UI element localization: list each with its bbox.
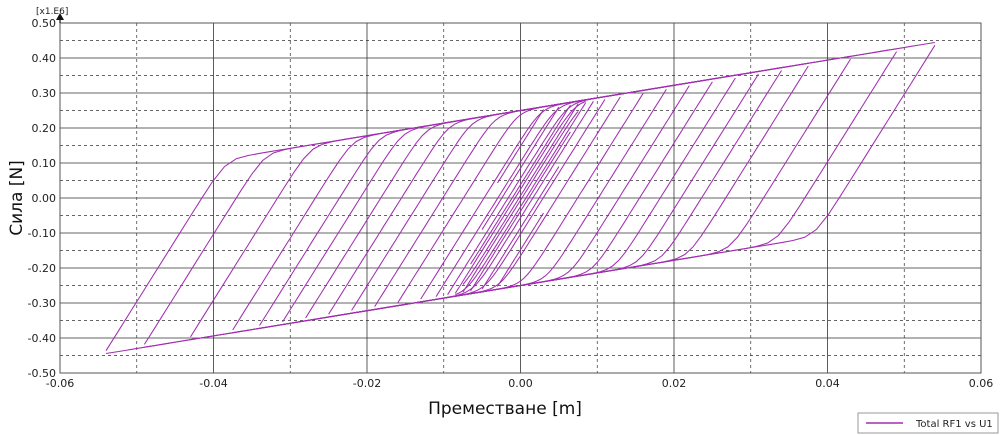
y-tick-label: -0.30	[28, 297, 56, 310]
series-line	[481, 166, 560, 290]
series-line	[497, 109, 544, 184]
x-tick-label: 0.04	[815, 377, 840, 390]
series-line	[470, 131, 571, 292]
series-line	[470, 104, 571, 265]
x-tick-label: 0.06	[969, 377, 994, 390]
series-line	[105, 41, 935, 351]
arrow-head-icon	[56, 13, 64, 20]
y-tick-label: -0.50	[28, 367, 56, 380]
series-line	[481, 106, 560, 230]
y-tick-labels: -0.50 -0.40 -0.30 -0.20 -0.10 0.00 0.10 0.20 0.3…	[28, 17, 56, 380]
y-tick-label: 0.20	[32, 122, 57, 135]
series-line	[447, 101, 594, 298]
series-line	[455, 102, 587, 296]
x-tick-label: 0.02	[662, 377, 687, 390]
x-tick-label: -0.04	[199, 377, 227, 390]
y-axis-arrow	[56, 13, 64, 23]
x-axis-title: Преместване [m]	[428, 399, 582, 419]
series-line	[105, 45, 936, 355]
y-tick-label: 0.40	[32, 52, 57, 65]
legend: Total RF1 vs U1	[857, 412, 999, 434]
y-tick-label: -0.40	[28, 332, 56, 345]
y-tick-label: -0.10	[28, 227, 56, 240]
x-tick-label: 0.00	[508, 377, 533, 390]
x-tick-labels: -0.06 -0.04 -0.02 0.00 0.02 0.04 0.06	[46, 377, 993, 390]
legend-box	[857, 412, 999, 434]
series-line	[447, 98, 594, 295]
y-tick-label: 0.30	[32, 87, 57, 100]
y-scale-label: [x1.E6]	[36, 7, 68, 17]
y-tick-label: 0.50	[32, 17, 57, 30]
series-line	[497, 212, 544, 287]
y-axis-title: Сила [N]	[7, 160, 27, 236]
x-tick-label: -0.06	[46, 377, 74, 390]
y-tick-label: -0.20	[28, 262, 56, 275]
x-tick-label: -0.02	[353, 377, 381, 390]
grid	[60, 23, 981, 373]
curve-layer	[105, 41, 936, 355]
legend-label: Total RF1 vs U1	[915, 419, 993, 430]
series-line	[454, 100, 586, 294]
y-tick-label: 0.10	[32, 157, 57, 170]
plot-frame	[59, 22, 982, 374]
series-line	[462, 103, 579, 285]
y-tick-label: 0.00	[32, 192, 57, 205]
series-line	[462, 111, 579, 293]
